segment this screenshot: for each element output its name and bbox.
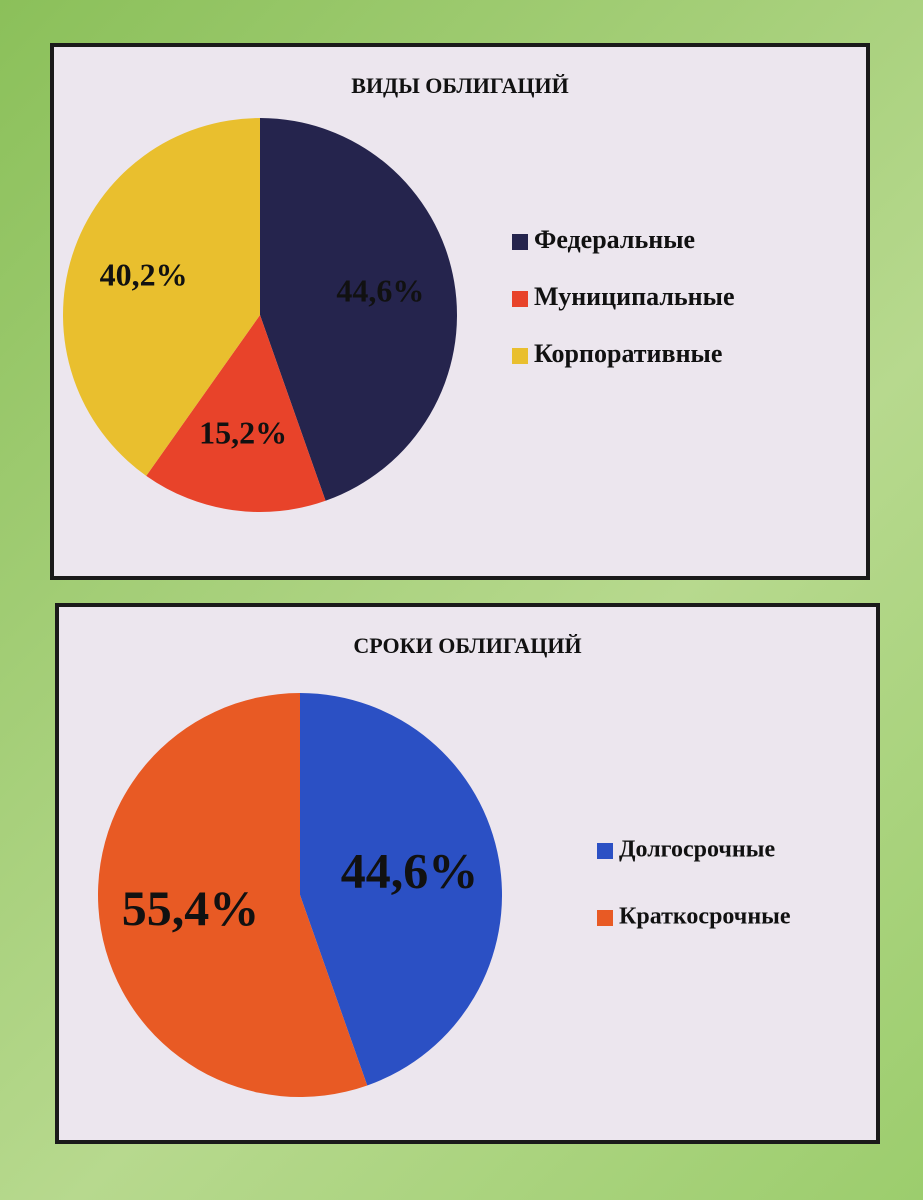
chart-title: ВИДЫ ОБЛИГАЦИЙ: [351, 73, 568, 98]
legend-label: Федеральные: [534, 225, 695, 254]
pie-slice: [260, 118, 458, 501]
legend-swatch: [512, 234, 528, 250]
legend-swatch: [597, 910, 613, 926]
chart: ВИДЫ ОБЛИГАЦИЙ 44,6% 15,2% 40,2% Федеральные…: [50, 43, 870, 580]
legend-swatch: [597, 843, 613, 859]
chart: СРОКИ ОБЛИГАЦИЙ 44,6% 55,4% Долгосрочные Кра…: [55, 603, 880, 1144]
chart-title: СРОКИ ОБЛИГАЦИЙ: [353, 633, 581, 658]
pie-slice: [62, 117, 260, 476]
value-label: 44,6%: [341, 843, 479, 899]
value-label: 55,4%: [122, 880, 260, 936]
legend-label: Корпоративные: [534, 339, 722, 368]
legend-label: Краткосрочные: [619, 904, 791, 930]
legend-swatch: [512, 348, 528, 364]
value-label: 44,6%: [336, 273, 424, 309]
pie-slice: [300, 693, 503, 1086]
pie-slice: [98, 693, 368, 1097]
value-label: 40,2%: [100, 256, 188, 292]
legend-swatch: [512, 291, 528, 307]
pie-slice: [146, 315, 326, 512]
legend-label: Муниципальные: [534, 282, 734, 311]
legend-label: Долгосрочные: [619, 837, 775, 863]
value-label: 15,2%: [199, 414, 287, 450]
